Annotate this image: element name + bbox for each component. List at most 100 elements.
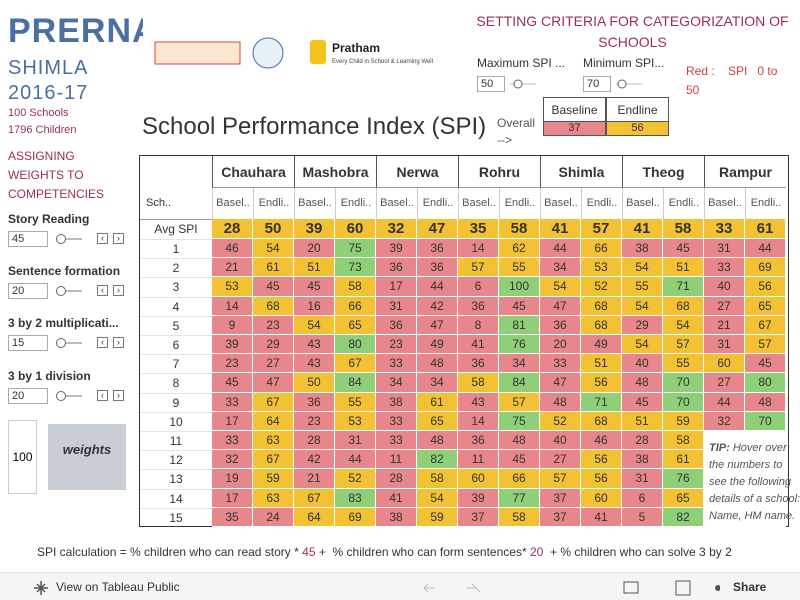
spi-cell[interactable]: 43 — [294, 354, 335, 374]
spi-cell[interactable]: 45 — [622, 392, 663, 412]
avg-cell[interactable]: 61 — [745, 219, 786, 239]
spi-cell[interactable]: 58 — [335, 277, 376, 297]
min-slider[interactable] — [614, 76, 644, 92]
spi-cell[interactable]: 48 — [745, 392, 786, 412]
spi-cell[interactable]: 49 — [417, 335, 458, 355]
spi-cell[interactable]: 65 — [417, 411, 458, 431]
spi-cell[interactable]: 81 — [499, 315, 540, 335]
spi-cell[interactable]: 21 — [704, 315, 745, 335]
spi-cell[interactable]: 58 — [663, 431, 704, 451]
spi-cell[interactable]: 6 — [622, 488, 663, 508]
slider-knob[interactable] — [56, 391, 66, 401]
spi-cell[interactable]: 42 — [294, 450, 335, 470]
spi-cell[interactable]: 28 — [376, 469, 417, 489]
avg-cell[interactable]: 60 — [335, 219, 376, 239]
spi-cell[interactable]: 68 — [581, 411, 622, 431]
avg-cell[interactable]: 39 — [294, 219, 335, 239]
avg-cell[interactable]: 28 — [212, 219, 253, 239]
spi-cell[interactable]: 70 — [745, 411, 786, 431]
avg-cell[interactable]: 41 — [540, 219, 581, 239]
weight-slider[interactable] — [56, 286, 82, 296]
spi-cell[interactable]: 33 — [212, 392, 253, 412]
spi-cell[interactable]: 51 — [663, 258, 704, 278]
spi-cell[interactable]: 33 — [540, 354, 581, 374]
spi-cell[interactable]: 27 — [253, 354, 294, 374]
spi-cell[interactable]: 39 — [376, 239, 417, 259]
spi-cell[interactable]: 71 — [663, 277, 704, 297]
spi-cell[interactable]: 52 — [335, 469, 376, 489]
spi-cell[interactable]: 33 — [704, 258, 745, 278]
spi-cell[interactable]: 24 — [253, 507, 294, 527]
spi-cell[interactable]: 42 — [417, 296, 458, 316]
spi-cell[interactable]: 68 — [663, 296, 704, 316]
spi-cell[interactable]: 52 — [581, 277, 622, 297]
spi-cell[interactable]: 56 — [581, 469, 622, 489]
slider-knob[interactable] — [56, 338, 66, 348]
spi-cell[interactable]: 40 — [540, 431, 581, 451]
spi-cell[interactable]: 60 — [458, 469, 499, 489]
spi-cell[interactable]: 44 — [745, 239, 786, 259]
spi-cell[interactable]: 6 — [458, 277, 499, 297]
spi-cell[interactable]: 83 — [335, 488, 376, 508]
spi-cell[interactable]: 34 — [540, 258, 581, 278]
spi-cell[interactable]: 41 — [458, 335, 499, 355]
spi-cell[interactable]: 40 — [704, 277, 745, 297]
spi-cell[interactable]: 40 — [622, 354, 663, 374]
spi-cell[interactable]: 17 — [212, 411, 253, 431]
spi-cell[interactable]: 82 — [663, 507, 704, 527]
spi-cell[interactable]: 23 — [253, 315, 294, 335]
spi-cell[interactable]: 67 — [335, 354, 376, 374]
arrow-right[interactable]: › — [113, 285, 124, 296]
spi-cell[interactable]: 38 — [622, 239, 663, 259]
weight-input[interactable]: 15 — [8, 335, 48, 351]
spi-cell[interactable]: 63 — [253, 488, 294, 508]
spi-cell[interactable]: 21 — [294, 469, 335, 489]
spi-cell[interactable]: 54 — [622, 296, 663, 316]
spi-cell[interactable]: 64 — [294, 507, 335, 527]
spi-cell[interactable]: 37 — [540, 488, 581, 508]
avg-cell[interactable]: 50 — [253, 219, 294, 239]
spi-cell[interactable]: 38 — [376, 507, 417, 527]
spi-cell[interactable]: 54 — [417, 488, 458, 508]
spi-cell[interactable]: 80 — [335, 335, 376, 355]
spi-cell[interactable]: 31 — [376, 296, 417, 316]
spi-cell[interactable]: 17 — [376, 277, 417, 297]
spi-cell[interactable]: 27 — [704, 373, 745, 393]
spi-cell[interactable]: 21 — [212, 258, 253, 278]
spi-cell[interactable]: 47 — [253, 373, 294, 393]
spi-cell[interactable]: 53 — [212, 277, 253, 297]
spi-cell[interactable]: 68 — [581, 315, 622, 335]
spi-cell[interactable]: 9 — [212, 315, 253, 335]
spi-cell[interactable]: 48 — [499, 431, 540, 451]
spi-cell[interactable]: 57 — [458, 258, 499, 278]
spi-cell[interactable]: 59 — [663, 411, 704, 431]
spi-cell[interactable]: 57 — [499, 392, 540, 412]
spi-cell[interactable]: 100 — [499, 277, 540, 297]
spi-cell[interactable]: 61 — [253, 258, 294, 278]
spi-cell[interactable]: 11 — [376, 450, 417, 470]
spi-cell[interactable]: 51 — [622, 411, 663, 431]
spi-cell[interactable]: 57 — [745, 335, 786, 355]
spi-cell[interactable]: 36 — [458, 431, 499, 451]
avg-cell[interactable]: 58 — [499, 219, 540, 239]
spi-cell[interactable]: 53 — [335, 411, 376, 431]
view-link[interactable]: View on Tableau Public — [56, 580, 180, 594]
spi-cell[interactable]: 51 — [581, 354, 622, 374]
spi-cell[interactable]: 50 — [294, 373, 335, 393]
spi-cell[interactable]: 61 — [663, 450, 704, 470]
spi-cell[interactable]: 32 — [212, 450, 253, 470]
spi-cell[interactable]: 36 — [458, 354, 499, 374]
spi-cell[interactable]: 31 — [622, 469, 663, 489]
spi-cell[interactable]: 45 — [745, 354, 786, 374]
weight-input[interactable]: 20 — [8, 388, 48, 404]
spi-cell[interactable]: 34 — [417, 373, 458, 393]
spi-cell[interactable]: 70 — [663, 373, 704, 393]
spi-cell[interactable]: 36 — [376, 315, 417, 335]
spi-cell[interactable]: 39 — [212, 335, 253, 355]
avg-cell[interactable]: 57 — [581, 219, 622, 239]
spi-cell[interactable]: 68 — [253, 296, 294, 316]
spi-cell[interactable]: 38 — [376, 392, 417, 412]
spi-cell[interactable]: 55 — [499, 258, 540, 278]
spi-cell[interactable]: 33 — [376, 411, 417, 431]
spi-cell[interactable]: 36 — [540, 315, 581, 335]
